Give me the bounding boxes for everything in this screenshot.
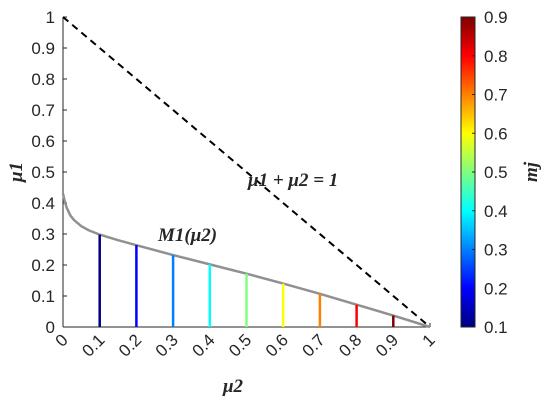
x-tick-label: 1 (419, 330, 439, 350)
colorbar-tick-label: 0.2 (484, 279, 508, 298)
x-axis-ticks: 0 0.1 0.2 0.3 0.4 0.5 0.6 0.7 0.8 0.9 1 (52, 323, 439, 361)
curve-annotation: M1(μ2) (157, 225, 217, 246)
x-tick-label: 0 (52, 330, 72, 350)
dashed-boundary-line (62, 16, 431, 328)
x-tick-label: 0.8 (335, 330, 365, 360)
m1-curve (61, 193, 431, 329)
y-tick-label: 1 (46, 8, 55, 27)
colorbar-tick-label: 0.5 (484, 163, 508, 182)
stems-layer (98, 234, 395, 327)
x-tick-label: 0.1 (78, 330, 108, 360)
x-tick-label: 0.5 (225, 330, 255, 360)
colorbar-tick-label: 0.8 (484, 47, 508, 66)
colorbar-label: mj (521, 161, 542, 182)
x-tick-label: 0.2 (115, 330, 145, 360)
x-tick-label: 0.4 (188, 330, 218, 360)
x-tick-label: 0.6 (262, 330, 292, 360)
y-tick-label: 0.7 (31, 101, 55, 120)
y-tick-label: 0 (46, 318, 55, 337)
colorbar-tick-label: 0.4 (484, 202, 508, 221)
y-axis-ticks: 0 0.1 0.2 0.3 0.4 0.5 0.6 0.7 0.8 0.9 1 (31, 8, 67, 337)
x-tick-label: 0.7 (299, 330, 329, 360)
x-tick-label: 0.3 (152, 330, 182, 360)
colorbar-ticks: 0.1 0.2 0.3 0.4 0.5 0.6 0.7 0.8 0.9 (472, 8, 508, 337)
series-layer (61, 16, 431, 329)
colorbar-tick-label: 0.1 (484, 318, 508, 337)
colorbar-tick-label: 0.3 (484, 241, 508, 260)
y-tick-label: 0.6 (31, 132, 55, 151)
line-annotation: μ1 + μ2 = 1 (247, 170, 338, 191)
y-tick-label: 0.3 (31, 225, 55, 244)
y-tick-label: 0.2 (31, 256, 55, 275)
y-tick-label: 0.4 (31, 194, 55, 213)
x-tick-label: 0.9 (372, 330, 402, 360)
y-tick-label: 0.9 (31, 39, 55, 58)
colorbar-tick-label: 0.7 (484, 86, 508, 105)
y-tick-label: 0.5 (31, 163, 55, 182)
colorbar-tick-label: 0.6 (484, 124, 508, 143)
y-tick-label: 0.1 (31, 287, 55, 306)
x-axis-label: μ2 (222, 376, 244, 397)
y-axis-label: μ1 (6, 162, 27, 183)
y-tick-label: 0.8 (31, 70, 55, 89)
colorbar-tick-label: 0.9 (484, 8, 508, 27)
